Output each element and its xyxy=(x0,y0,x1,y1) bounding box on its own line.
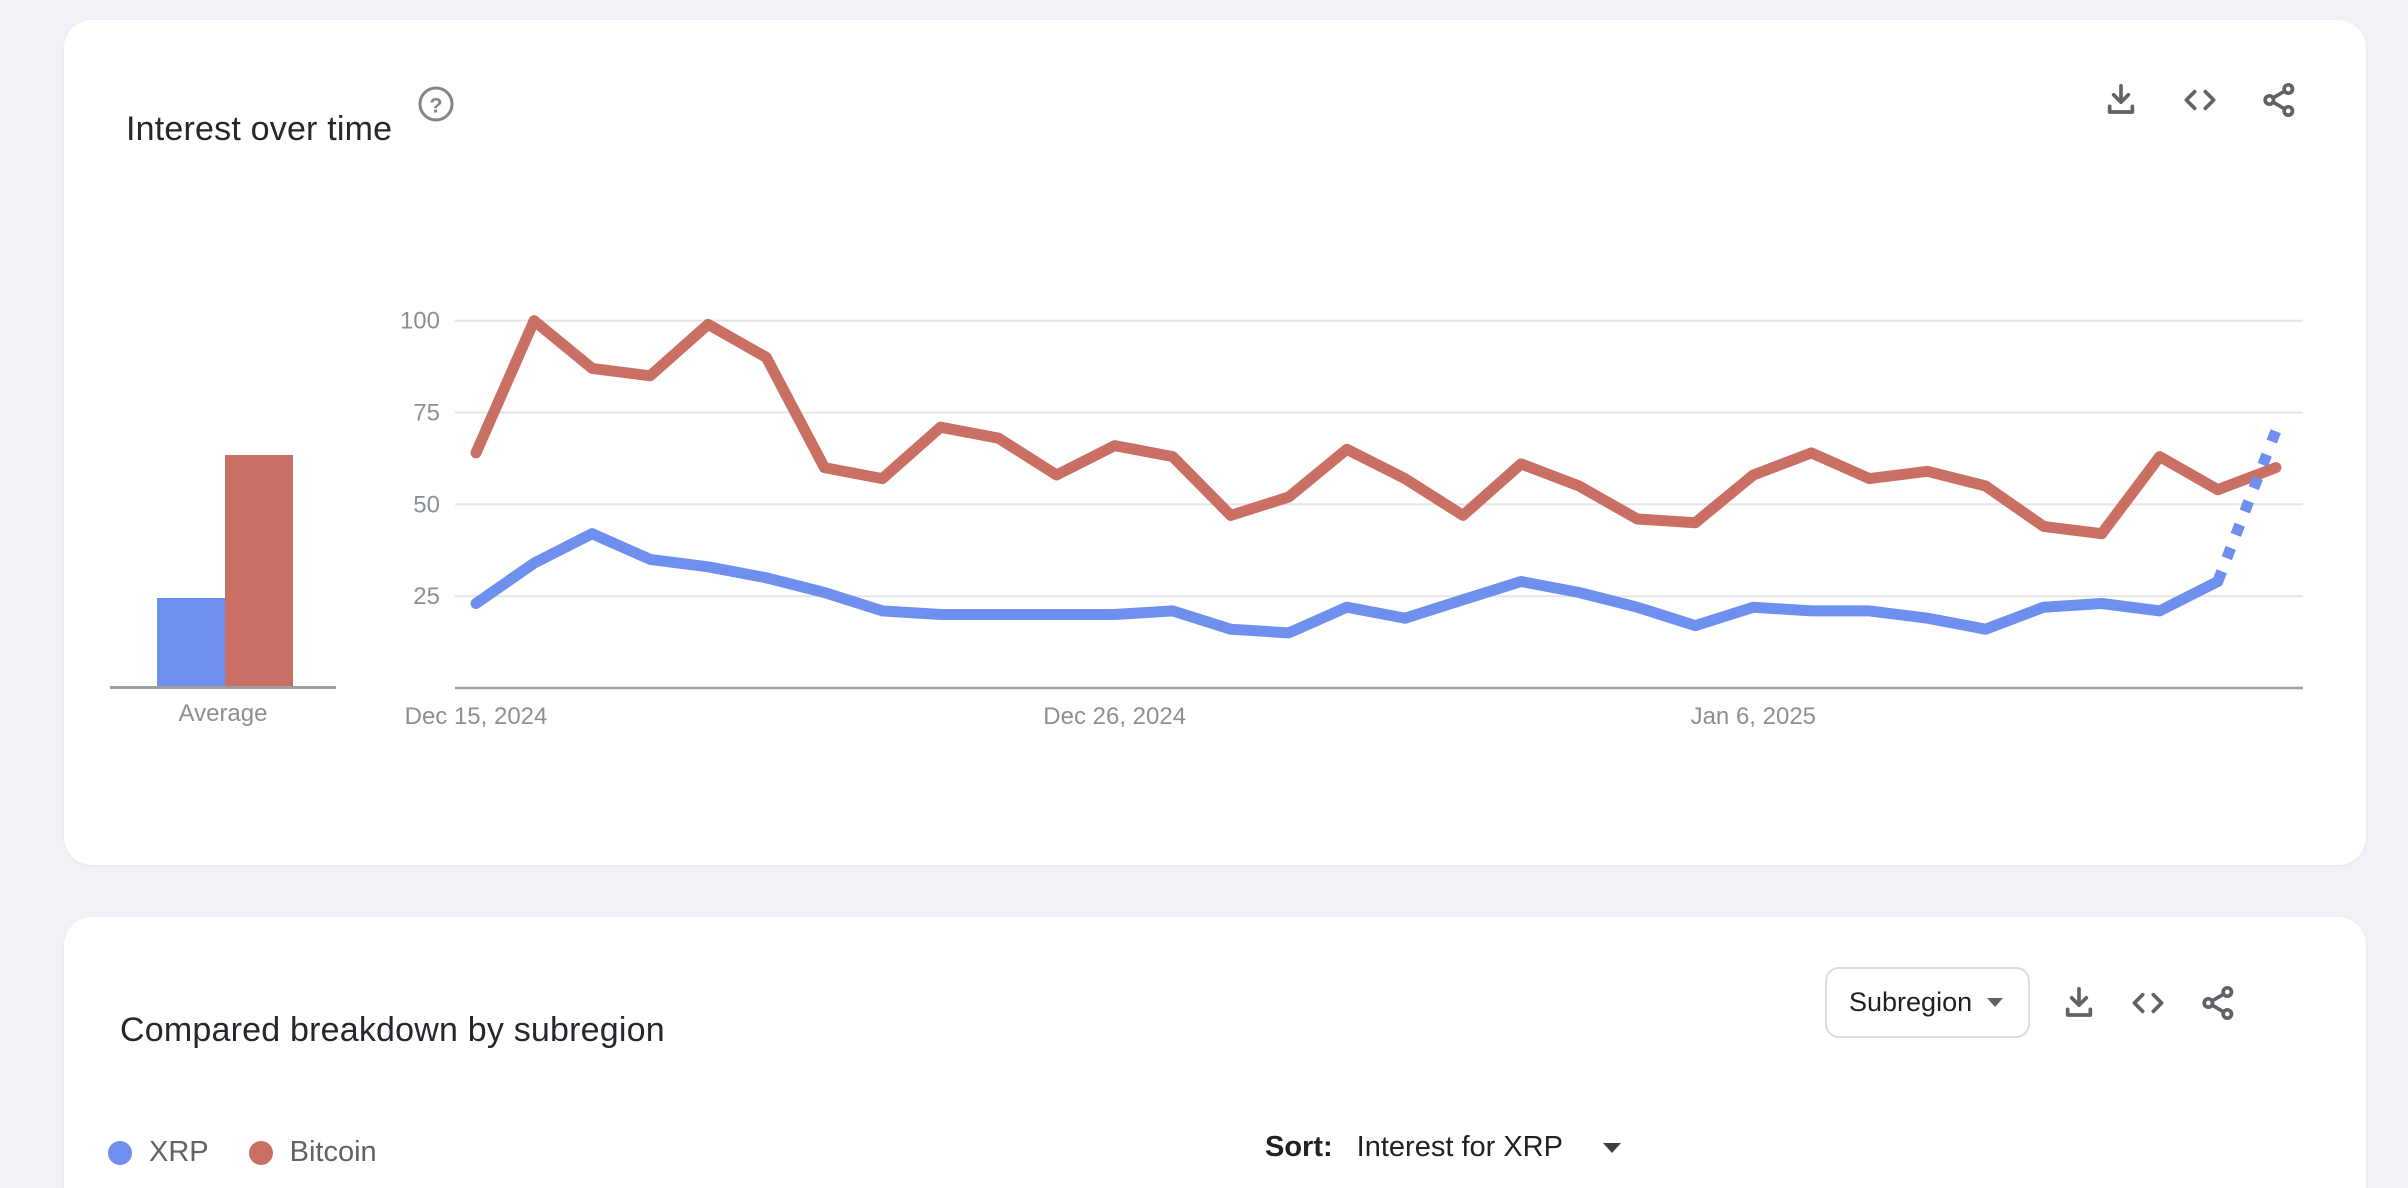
sort-control: Sort: Interest for XRP xyxy=(1265,1131,1625,1164)
sort-label: Sort: xyxy=(1265,1131,1333,1163)
legend-label: XRP xyxy=(149,1136,209,1168)
average-bar-xrp[interactable] xyxy=(157,597,225,686)
card-title: Interest over time xyxy=(126,110,393,149)
bitcoin-trend-line xyxy=(470,315,2282,540)
compared-breakdown-card: Compared breakdown by subregion Subregio… xyxy=(64,917,2366,1188)
chart-legend: XRP Bitcoin xyxy=(108,1136,417,1169)
share-icon[interactable] xyxy=(2198,983,2238,1023)
legend-label: Bitcoin xyxy=(289,1136,377,1168)
xrp-trend-line xyxy=(470,528,2224,639)
x-tick-label: Jan 6, 2025 xyxy=(1691,703,1816,730)
y-tick-label: 25 xyxy=(413,583,440,610)
y-tick-label: 50 xyxy=(413,491,440,518)
y-tick-label: 75 xyxy=(413,400,440,427)
embed-icon[interactable] xyxy=(2128,983,2168,1023)
legend-item-bitcoin[interactable]: Bitcoin xyxy=(248,1136,377,1169)
bitcoin-legend-dot xyxy=(248,1140,273,1165)
share-icon[interactable] xyxy=(2259,80,2299,120)
x-tick-label: Dec 26, 2024 xyxy=(1043,703,1186,730)
average-axis-line xyxy=(110,686,336,689)
chevron-down-icon xyxy=(1984,996,2006,1009)
legend-item-xrp[interactable]: XRP xyxy=(108,1136,209,1169)
xrp-forecast-dotted-line xyxy=(2212,428,2282,584)
sort-value-dropdown[interactable]: Interest for XRP xyxy=(1356,1131,1563,1163)
x-tick-label: Dec 15, 2024 xyxy=(405,703,548,730)
interest-line-chart[interactable]: 25 50 75 100 Dec 15, 2024 Dec 26, 2024 Jan 6, … xyxy=(400,300,2330,760)
xrp-legend-dot xyxy=(108,1140,132,1165)
download-icon[interactable] xyxy=(2059,983,2099,1023)
region-selector-dropdown[interactable]: Subregion xyxy=(1825,967,2030,1038)
card-title: Compared breakdown by subregion xyxy=(120,1011,665,1050)
region-selector-value: Subregion xyxy=(1849,987,1973,1017)
average-bar-bitcoin[interactable] xyxy=(225,454,293,686)
svg-text:?: ? xyxy=(429,92,442,117)
interest-over-time-card: Interest over time ? xyxy=(64,20,2366,865)
embed-icon[interactable] xyxy=(2180,80,2220,120)
chevron-down-icon[interactable] xyxy=(1599,1140,1625,1155)
help-icon[interactable]: ? xyxy=(416,84,456,124)
download-icon[interactable] xyxy=(2101,80,2141,120)
average-bar-chart[interactable]: Average xyxy=(110,300,340,760)
average-label: Average xyxy=(178,700,268,727)
y-tick-label: 100 xyxy=(400,308,440,335)
